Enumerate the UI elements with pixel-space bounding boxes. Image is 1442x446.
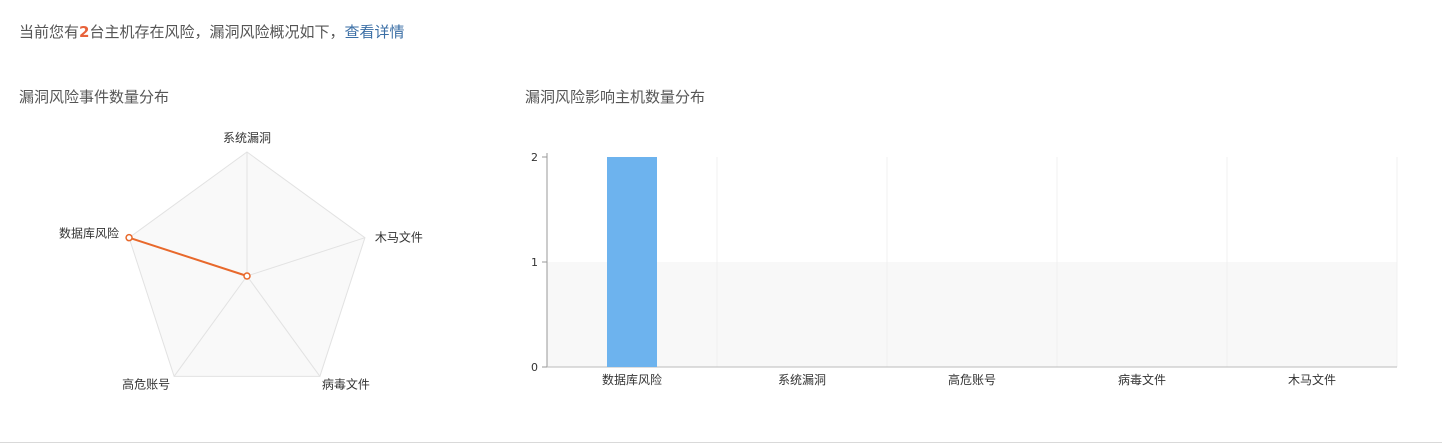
bar-x-tick-label: 木马文件 — [1288, 372, 1336, 387]
radar-axis-line — [173, 275, 248, 377]
radar-indicator-label: 病毒文件 — [322, 376, 370, 391]
bar-x-tick-label: 高危账号 — [948, 372, 996, 387]
bar-chart-title: 漏洞风险影响主机数量分布 — [525, 88, 706, 106]
bar-x-tick-label: 系统漏洞 — [778, 373, 826, 387]
bar-grid-band — [547, 262, 1397, 367]
divider — [0, 442, 1442, 443]
bar-grid-band — [547, 157, 1397, 262]
bar-x-tick-label: 病毒文件 — [1118, 372, 1166, 387]
radar-indicator-label: 高危账号 — [122, 376, 170, 391]
radar-indicator-label: 木马文件 — [375, 230, 423, 245]
radar-chart-title: 漏洞风险事件数量分布 — [19, 88, 170, 106]
view-details-link[interactable]: 查看详情 — [344, 23, 405, 41]
bar-x-tick-label: 数据库风险 — [602, 372, 662, 387]
radar-axis-line — [246, 275, 321, 377]
radar-indicator-label: 系统漏洞 — [223, 131, 271, 145]
radar-indicator-label: 数据库风险 — [59, 226, 119, 241]
bar-chart: 0 1 2 数据库风险 系统漏洞 高危账号 病毒文件 木马文件 — [531, 151, 1398, 387]
bar-y-tick-label: 1 — [531, 256, 538, 269]
bar-y-tick-label: 2 — [531, 151, 538, 164]
radar-data-point — [125, 233, 133, 242]
radar-data-point — [243, 272, 251, 280]
bar-y-tick-label: 0 — [531, 361, 538, 374]
risk-summary: 当前您有2台主机存在风险，漏洞风险概况如下，查看详情 — [19, 21, 404, 42]
radar-axis-line — [246, 237, 366, 277]
bar-0 — [607, 157, 657, 367]
summary-prefix: 当前您有 — [19, 23, 80, 41]
risk-host-count: 2 — [79, 23, 90, 41]
summary-suffix: 台主机存在风险，漏洞风险概况如下， — [89, 23, 345, 41]
